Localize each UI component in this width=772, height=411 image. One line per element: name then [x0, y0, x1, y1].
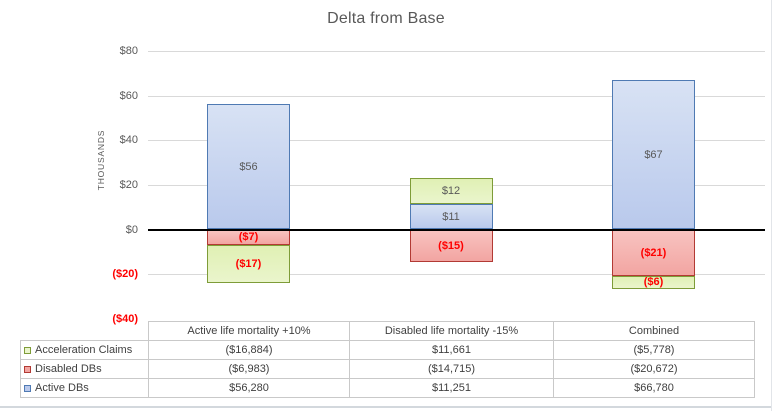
y-axis-tick-label: $40: [119, 134, 138, 147]
series-label-cell: Active DBs: [20, 378, 149, 398]
bar-segment: ($21): [612, 229, 695, 276]
table-value-cell: ($6,983): [148, 359, 350, 379]
bar-data-label: ($15): [438, 239, 464, 252]
bar-segment: ($7): [207, 229, 290, 246]
category-header-cell: Disabled life mortality -15%: [349, 321, 554, 341]
y-axis-tick-label: $0: [125, 223, 138, 236]
category-header-cell: Active life mortality +10%: [148, 321, 350, 341]
series-label-cell: Disabled DBs: [20, 359, 149, 379]
chart-title: Delta from Base: [327, 10, 445, 27]
bar-data-label: ($6): [643, 276, 664, 289]
table-value-cell: ($14,715): [349, 359, 554, 379]
series-label-cell: Acceleration Claims: [20, 340, 149, 360]
bar-data-label: ($17): [235, 257, 262, 270]
table-value-cell: ($16,884): [148, 340, 350, 360]
bar-segment: ($6): [612, 275, 695, 289]
bar-data-label: $12: [441, 185, 461, 198]
bar-segment: ($15): [409, 229, 493, 263]
bar-segment: $67: [612, 80, 695, 230]
legend-swatch-icon: [24, 385, 31, 392]
zero-axis-line: [148, 228, 765, 231]
gridline: [148, 95, 765, 97]
gridline: [148, 140, 765, 142]
y-axis-tick-label: $20: [119, 178, 138, 191]
bar-data-label: $67: [644, 148, 663, 161]
bar-data-label: $56: [239, 160, 258, 173]
table-value-cell: $56,280: [148, 378, 350, 398]
legend-swatch-icon: [24, 366, 31, 373]
table-value-cell: $66,780: [553, 378, 755, 398]
gridline: [148, 50, 765, 52]
table-value-cell: $11,661: [349, 340, 554, 360]
category-header-cell: Combined: [553, 321, 755, 341]
window-bottom-edge: [0, 406, 771, 408]
table-corner-cell: [21, 322, 149, 341]
bar-segment: $12: [409, 178, 493, 205]
y-axis-tick-label: ($20): [112, 268, 138, 281]
table-value-cell: ($20,672): [553, 359, 755, 379]
legend-swatch-icon: [24, 347, 31, 354]
bar-segment: ($17): [207, 245, 290, 283]
bar-data-label: ($21): [640, 246, 667, 259]
bar-data-label: ($7): [238, 231, 259, 244]
gridline: [148, 274, 765, 276]
table-value-cell: ($5,778): [553, 340, 755, 360]
chart-data-table: Active life mortality +10% Disabled life …: [20, 321, 755, 398]
bar-segment: $11: [409, 204, 493, 230]
y-axis-tick-label: ($40): [112, 312, 138, 325]
y-axis-tick-label: $60: [119, 89, 138, 102]
table-value-cell: $11,251: [349, 378, 554, 398]
bar-segment: $56: [207, 103, 290, 230]
bar-data-label: $11: [442, 210, 460, 223]
y-axis-tick-label: $80: [119, 44, 138, 57]
